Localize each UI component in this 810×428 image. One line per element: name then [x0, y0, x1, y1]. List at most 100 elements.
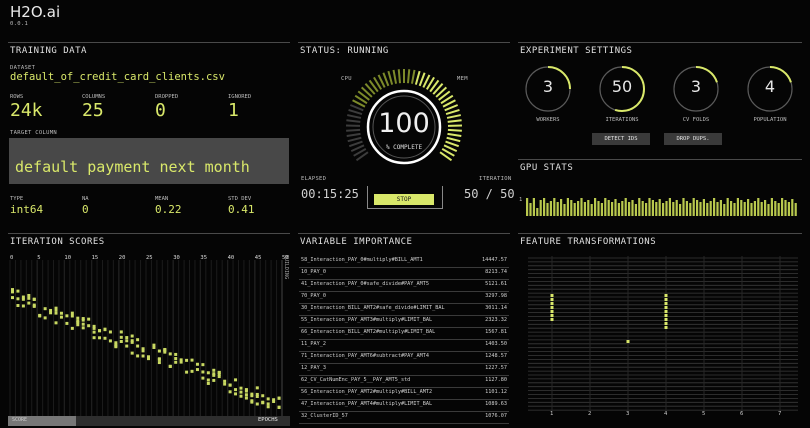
score-point [59, 315, 63, 319]
gauge-tick [442, 99, 456, 108]
gpu-bar [549, 201, 552, 216]
score-point [27, 293, 31, 297]
score-point [217, 375, 221, 379]
gauge-tick [347, 136, 362, 143]
gauge-tick [447, 128, 462, 132]
divider [8, 233, 290, 234]
training-header: TRAINING DATA [10, 46, 87, 56]
feature-point [664, 298, 668, 301]
feature-point [664, 302, 668, 305]
column-stat-value: 0 [82, 203, 89, 216]
gpu-bar [757, 198, 760, 216]
gpu-bar [583, 202, 586, 216]
table-row[interactable]: 55_Interaction_PAY_AMT3#multiply#LIMIT_B… [299, 316, 509, 328]
variable-name: 56_Interaction_PAY_AMT2#multiply#BILL_AM… [301, 389, 433, 395]
score-point [228, 390, 232, 394]
score-point [250, 400, 254, 404]
gpu-bar [675, 200, 678, 216]
score-point [76, 323, 80, 327]
score-label: SCORE [12, 417, 28, 423]
dataset-name[interactable]: default_of_credit_card_clients.csv [10, 71, 225, 83]
gauge-tick [397, 69, 402, 84]
table-row[interactable]: 56_Interaction_PAY_AMT2#multiply#BILL_AM… [299, 388, 509, 400]
score-point [59, 311, 63, 315]
setting-dial[interactable]: 3 [671, 64, 721, 114]
gauge-tick [443, 144, 458, 153]
score-point [212, 373, 216, 377]
score-point [185, 370, 189, 374]
target-column-value: default payment next month [15, 158, 250, 176]
table-row[interactable]: 62_CV_CatNumEnc_PAY_5__PAY_AMT5_std 1127.… [299, 376, 509, 388]
table-row[interactable]: 30_Interaction_BILL_AMT2#safe_divide#LIM… [299, 304, 509, 316]
gpu-bar [733, 203, 736, 216]
iteration-label: ITERATION [479, 176, 512, 182]
gauge-tick [447, 119, 462, 123]
score-point [147, 355, 150, 359]
gpu-bar [645, 203, 648, 216]
table-row[interactable]: 71_Interaction_PAY_AMT6#subtract#PAY_AMT… [299, 352, 509, 364]
gpu-bar [597, 201, 600, 216]
score-point [92, 326, 96, 330]
score-point [119, 335, 123, 339]
score-point [223, 382, 227, 386]
drop-dups-button[interactable]: DROP DUPS. [664, 133, 722, 145]
score-point [27, 301, 31, 305]
score-point [212, 372, 216, 376]
feature-point [626, 340, 630, 343]
score-point [103, 327, 107, 331]
score-point [114, 341, 118, 345]
table-row[interactable]: 41_Interaction_PAY_0#safe_divide#PAY_AMT… [299, 280, 509, 292]
setting-dial[interactable]: 3 [523, 64, 573, 114]
table-row[interactable]: 11_PAY_2 1403.50 [299, 340, 509, 352]
score-point [234, 392, 238, 396]
setting-dial[interactable]: 4 [745, 64, 795, 114]
gpu-bar [685, 201, 688, 216]
score-point [277, 405, 281, 409]
gauge-tick [354, 94, 368, 105]
score-point [228, 383, 232, 387]
table-row[interactable]: 47_Interaction_PAY_AMT4#multiply#LIMIT_B… [299, 400, 509, 412]
table-row[interactable]: 12_PAY_3 1227.57 [299, 364, 509, 376]
table-row[interactable]: 66_Interaction_BILL_AMT2#multiply#LIMIT_… [299, 328, 509, 340]
gpu-bar [526, 198, 529, 216]
iteration-tick: 0 [10, 255, 14, 261]
stat-value: 1 [228, 100, 239, 121]
stop-button[interactable]: STOP [374, 194, 434, 205]
table-row[interactable]: 32_ClusterID_57 1076.07 [299, 412, 509, 424]
score-point [87, 317, 91, 321]
gpu-bar [709, 201, 712, 216]
dial-value: 4 [764, 77, 776, 96]
gpu-bar [753, 201, 756, 216]
gpu-bar [740, 200, 743, 216]
gpu-bar [706, 203, 709, 216]
score-point [261, 394, 265, 398]
feature-point [550, 314, 554, 317]
table-row[interactable]: 10_PAY_0 8213.74 [299, 268, 509, 280]
gpu-bar [689, 203, 692, 216]
detect-ids-button[interactable]: DETECT IDS [592, 133, 650, 145]
target-column-box[interactable]: default payment next month [9, 138, 289, 184]
feature-tick: 4 [664, 411, 668, 417]
gauge-tick [368, 79, 379, 93]
score-point [108, 330, 112, 334]
feature-point [664, 310, 668, 313]
score-point [130, 339, 134, 343]
table-row[interactable]: 58_Interaction_PAY_0#multiply#BILL_AMT1 1… [299, 256, 509, 268]
divider [298, 233, 510, 234]
score-point [92, 324, 96, 328]
score-point [81, 318, 85, 322]
gpu-bar [638, 198, 641, 216]
gauge-ticks [345, 69, 463, 162]
table-row[interactable]: 70_PAY_0 3297.98 [299, 292, 509, 304]
score-point [92, 336, 96, 340]
gpu-bar [539, 200, 542, 216]
score-point [255, 402, 259, 406]
epochs-label: EPOCHS [258, 417, 278, 423]
gpu-bar [634, 204, 637, 216]
score-point [277, 396, 281, 400]
setting-dial[interactable]: 50 [597, 64, 647, 114]
gpu-bar [624, 198, 627, 216]
variable-name: 30_Interaction_BILL_AMT2#safe_divide#LIM… [301, 305, 445, 311]
iteration-tick: 40 [227, 255, 235, 261]
score-point [125, 336, 129, 340]
